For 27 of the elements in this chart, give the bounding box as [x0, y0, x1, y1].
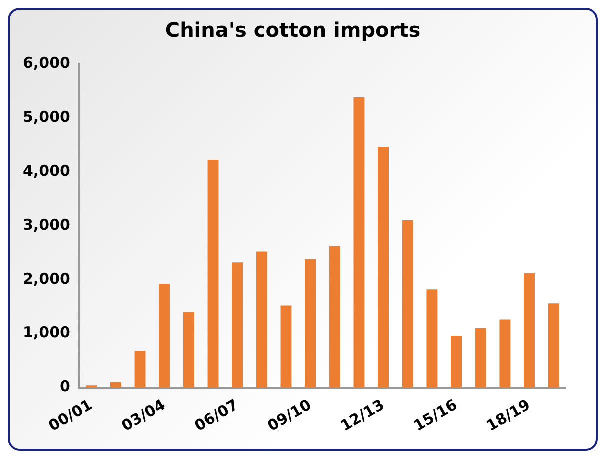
bar [354, 97, 365, 388]
bar [305, 259, 316, 388]
bar [256, 252, 268, 388]
chart-title: China's cotton imports [165, 18, 421, 42]
y-tick-label: 4,000 [22, 162, 70, 180]
bar [475, 328, 486, 388]
bar [110, 382, 122, 388]
bar [280, 306, 292, 388]
bar [500, 320, 511, 388]
y-tick-label: 6,000 [22, 54, 70, 72]
y-tick-label: 0 [60, 378, 70, 396]
y-tick-label: 3,000 [22, 216, 70, 234]
bar [329, 246, 340, 388]
bar [208, 160, 219, 388]
y-tick-label: 1,000 [22, 324, 70, 342]
bar [378, 147, 390, 388]
y-tick-label: 5,000 [22, 108, 70, 126]
bar [524, 273, 535, 388]
y-tick-label: 2,000 [22, 270, 70, 288]
bar [402, 220, 414, 388]
bar [451, 336, 462, 388]
bar [232, 262, 244, 388]
bar [548, 304, 560, 388]
bar [183, 312, 194, 388]
bar [426, 290, 438, 388]
bar [134, 351, 146, 388]
bar [159, 284, 170, 388]
